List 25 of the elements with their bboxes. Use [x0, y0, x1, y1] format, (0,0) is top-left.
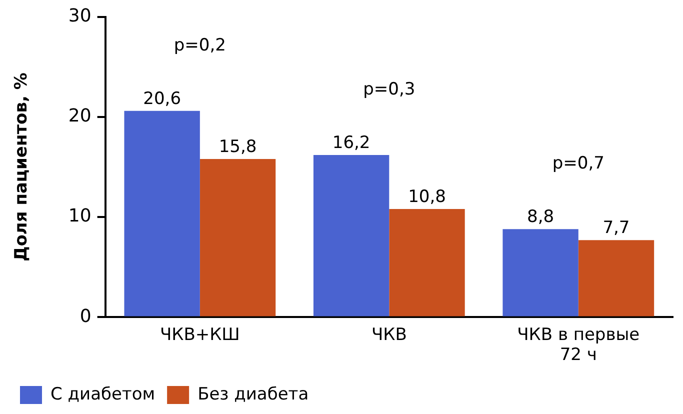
bar [389, 209, 465, 316]
legend-label: С диабетом [50, 384, 156, 404]
y-tick-label: 0 [80, 306, 92, 327]
data-label: 20,6 [143, 88, 182, 109]
x-tick-label: ЧКВ [371, 324, 407, 345]
data-label: 8,8 [527, 207, 554, 228]
x-tick-label: ЧКВ в первые 72 ч [517, 324, 640, 366]
y-tick-label: 20 [68, 106, 92, 127]
annotation: p=0,2 [174, 35, 226, 56]
data-label: 15,8 [218, 136, 257, 157]
data-label: 10,8 [408, 186, 446, 207]
y-tick-label: 10 [68, 206, 92, 227]
bar [124, 110, 200, 316]
annotation: p=0,7 [552, 154, 604, 174]
legend-label: Без диабета [198, 384, 309, 404]
annotation: p=0,3 [363, 79, 416, 100]
bar [578, 240, 654, 316]
x-tick-label: ЧКВ+КШ [160, 324, 240, 345]
bar [502, 229, 578, 316]
bar [313, 154, 390, 316]
data-label: 7,7 [602, 218, 630, 238]
y-axis-title: Доля пациентов, % [12, 72, 32, 262]
data-label: 16,2 [332, 132, 370, 153]
bar [200, 158, 276, 316]
y-tick-label: 30 [68, 5, 92, 26]
